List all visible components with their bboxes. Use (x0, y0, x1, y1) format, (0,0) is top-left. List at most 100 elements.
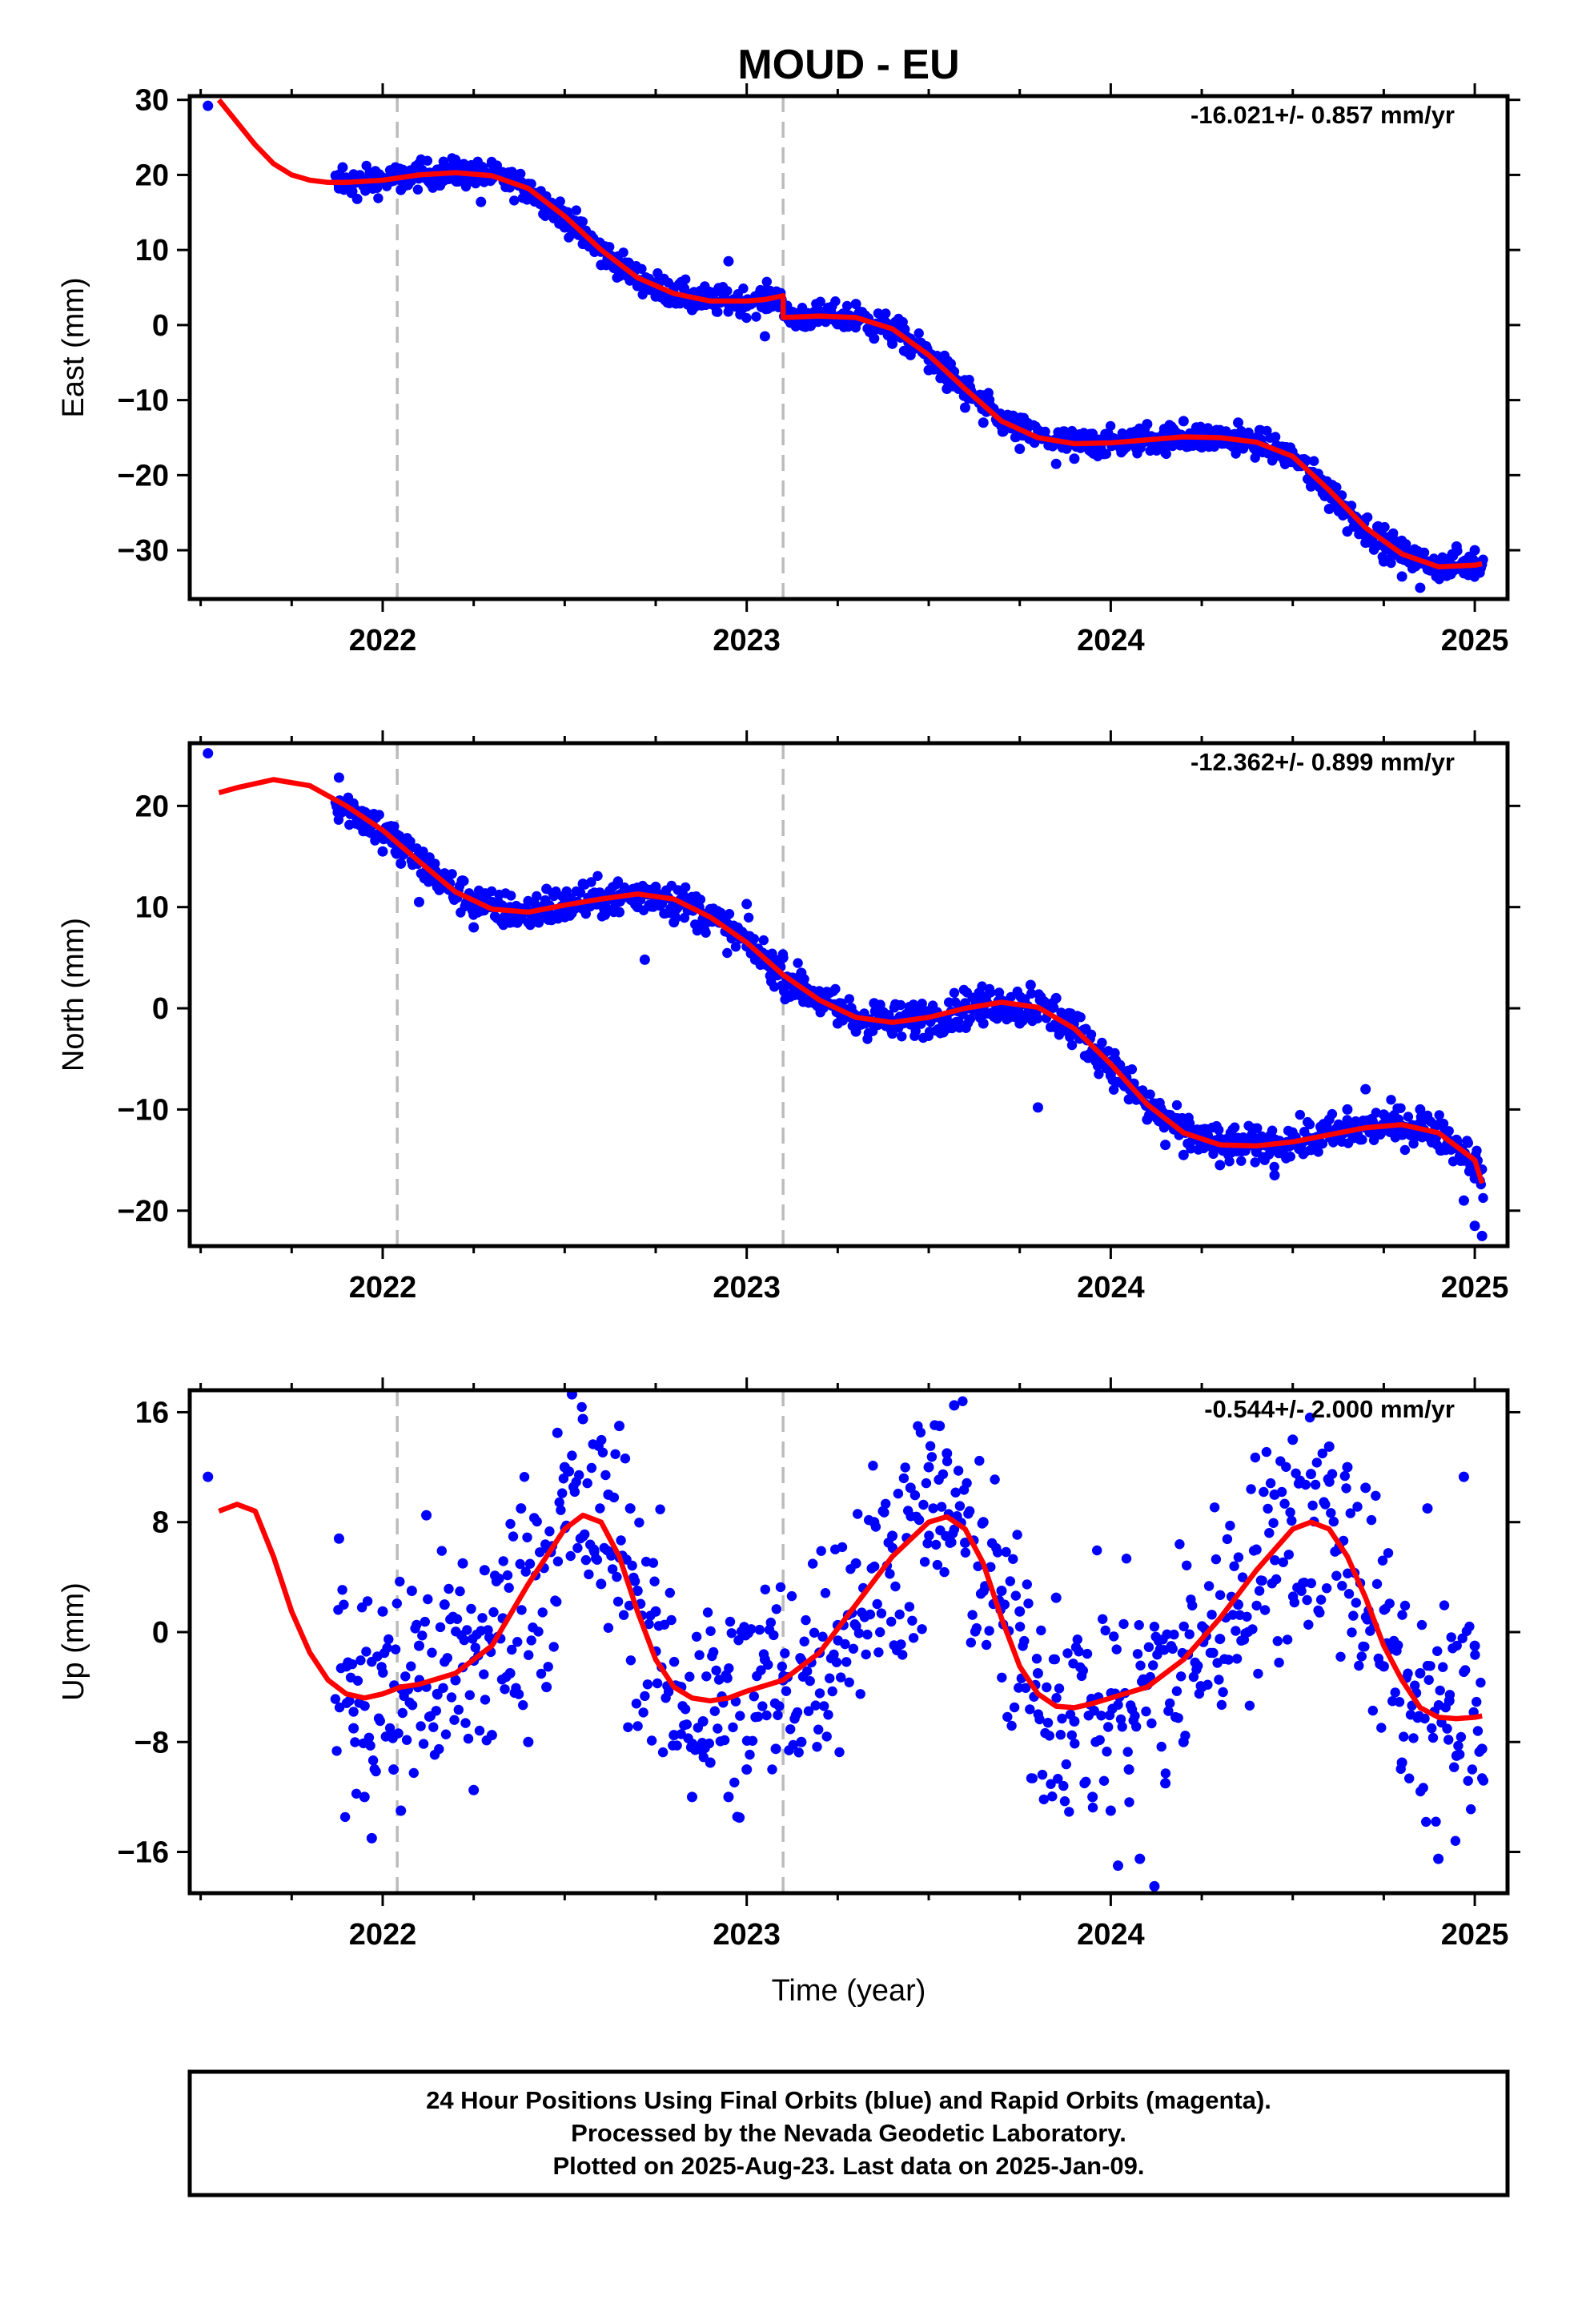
east-point (459, 159, 469, 169)
north-y-axis-label: North (mm) (57, 918, 90, 1072)
up-point (834, 1747, 845, 1758)
north-point (333, 772, 344, 783)
up-point (829, 1649, 839, 1660)
up-point (984, 1626, 994, 1636)
up-point (704, 1738, 714, 1749)
up-point (522, 1532, 532, 1543)
up-point (612, 1596, 624, 1607)
up-point (1214, 1675, 1224, 1685)
up-point (848, 1643, 859, 1654)
east-point (741, 300, 753, 312)
up-point (397, 1707, 408, 1719)
up-point (796, 1736, 807, 1747)
up-point (875, 1626, 885, 1638)
up-point (1038, 1794, 1050, 1805)
east-point (1196, 442, 1207, 453)
up-point (395, 1576, 405, 1587)
up-point (586, 1462, 597, 1474)
up-point (781, 1686, 792, 1696)
north-point (1287, 1129, 1299, 1140)
up-point (1009, 1702, 1020, 1713)
up-point (1069, 1716, 1080, 1727)
east-point (1342, 526, 1353, 537)
up-point (1418, 1783, 1428, 1793)
north-point (577, 879, 588, 890)
up-point (1143, 1642, 1154, 1652)
up-point (936, 1502, 947, 1512)
up-point (552, 1596, 562, 1607)
east-point (1014, 444, 1026, 455)
up-point (632, 1586, 643, 1597)
up-point (862, 1629, 873, 1640)
north-point (377, 846, 388, 857)
east-point (1305, 480, 1316, 492)
up-point (1341, 1483, 1351, 1494)
up-point (812, 1742, 822, 1752)
up-point (418, 1739, 429, 1749)
up-point (879, 1507, 889, 1518)
east-point (681, 274, 691, 284)
east-y-tick-label: 10 (135, 234, 169, 267)
up-point (420, 1616, 430, 1627)
up-point (885, 1569, 895, 1579)
up-y-tick-label: 0 (152, 1616, 169, 1650)
up-point (1272, 1636, 1283, 1647)
north-point (1145, 1089, 1155, 1100)
up-point (620, 1454, 631, 1464)
east-point (1142, 419, 1153, 430)
up-point (557, 1488, 568, 1498)
east-point (761, 276, 772, 287)
up-point (855, 1689, 865, 1699)
up-point (477, 1613, 488, 1623)
up-point (926, 1452, 938, 1462)
north-point (1443, 1126, 1454, 1136)
north-point (1236, 1156, 1247, 1166)
up-point (618, 1610, 629, 1620)
up-point (1242, 1611, 1252, 1622)
up-point (818, 1701, 829, 1711)
up-point (1141, 1706, 1151, 1717)
up-point (396, 1805, 407, 1816)
up-point (757, 1701, 768, 1711)
east-y-axis-label: East (mm) (57, 277, 90, 417)
north-point (1186, 1144, 1196, 1154)
up-point (1087, 1802, 1098, 1813)
north-point (1323, 1114, 1335, 1125)
up-point (1130, 1711, 1140, 1721)
up-point (1078, 1665, 1089, 1676)
up-point (990, 1474, 1000, 1485)
up-point (1122, 1747, 1133, 1757)
up-point (774, 1701, 785, 1711)
up-point (1303, 1619, 1314, 1630)
up-point (1176, 1671, 1186, 1682)
up-point (652, 1678, 663, 1689)
up-point (1285, 1507, 1295, 1518)
up-point (769, 1630, 779, 1641)
east-point (1032, 424, 1043, 436)
up-point (1452, 1640, 1462, 1651)
up-point (1066, 1730, 1078, 1740)
east-point (1331, 482, 1342, 493)
up-point (436, 1546, 447, 1556)
north-point (1403, 1112, 1414, 1122)
footer-box: 24 Hour Positions Using Final Orbits (bl… (187, 2069, 1510, 2197)
up-point (1376, 1723, 1387, 1733)
up-point (1105, 1805, 1116, 1816)
north-point (1378, 1109, 1389, 1120)
up-point (659, 1619, 670, 1630)
up-point (504, 1667, 516, 1679)
up-point (597, 1447, 608, 1458)
north-point (986, 987, 996, 998)
east-point (450, 155, 461, 166)
up-point (881, 1498, 891, 1510)
east-point (942, 384, 953, 395)
up-point (1042, 1682, 1052, 1693)
up-y-axis-label: Up (mm) (57, 1582, 90, 1701)
up-point (1223, 1655, 1234, 1665)
up-point (1102, 1747, 1112, 1757)
north-point (1269, 1170, 1280, 1181)
north-point (1025, 979, 1036, 991)
up-point (1010, 1590, 1022, 1601)
up-point (366, 1832, 377, 1844)
up-velocity-label: -0.544+/- 2.000 mm/yr (1204, 1395, 1455, 1423)
